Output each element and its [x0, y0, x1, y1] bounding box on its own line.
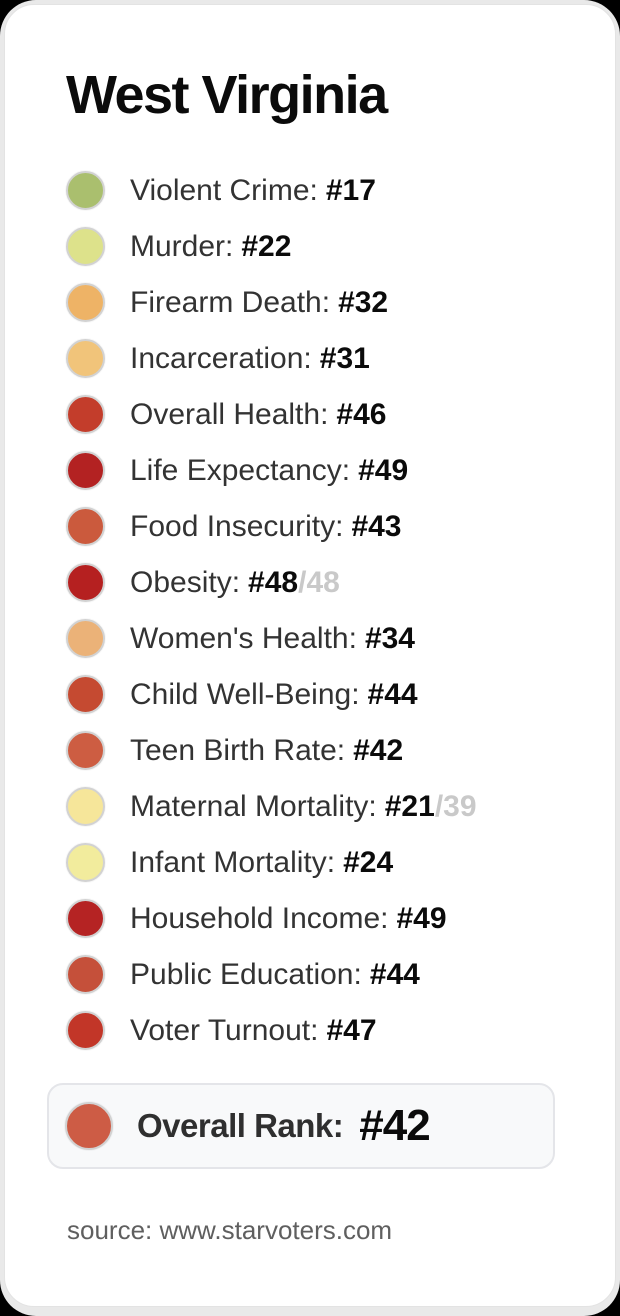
rank-color-dot: [66, 451, 105, 491]
overall-rank-box: Overall Rank: #42: [47, 1082, 555, 1169]
metric-rank: #22: [241, 229, 292, 263]
metric-text: Overall Health: #46: [130, 398, 386, 432]
metric-row: Maternal Mortality: #21/39: [66, 779, 615, 835]
metric-rank: #42: [353, 733, 404, 767]
rank-color-dot: [66, 339, 105, 379]
metric-row: Murder: #22: [66, 219, 615, 275]
metric-label: Murder:: [130, 229, 234, 263]
metric-row: Incarceration: #31: [66, 331, 615, 387]
metric-text: Public Education: #44: [130, 958, 420, 992]
metric-label: Overall Health:: [130, 397, 329, 431]
metric-text: Voter Turnout: #47: [130, 1014, 377, 1048]
metric-row: Violent Crime: #17: [66, 163, 615, 219]
metric-rank: #48: [248, 565, 299, 599]
rank-color-dot: [66, 507, 105, 547]
metric-label: Public Education:: [130, 957, 362, 991]
rank-color-dot: [66, 563, 105, 603]
metric-text: Teen Birth Rate: #42: [130, 734, 403, 768]
metric-text: Maternal Mortality: #21/39: [130, 790, 477, 824]
metric-text: Household Income: #49: [130, 902, 447, 936]
metric-row: Child Well-Being: #44: [66, 667, 615, 723]
metric-row: Food Insecurity: #43: [66, 499, 615, 555]
metric-rank: #21: [384, 789, 435, 823]
metric-label: Firearm Death:: [130, 285, 331, 319]
metric-row: Firearm Death: #32: [66, 275, 615, 331]
source-text: source: www.starvoters.com: [67, 1214, 393, 1245]
metric-label: Household Income:: [130, 901, 389, 935]
metric-label: Life Expectancy:: [130, 453, 351, 487]
metric-rank: #49: [358, 453, 409, 487]
metric-rank: #43: [351, 509, 402, 543]
metric-text: Women's Health: #34: [130, 622, 415, 656]
rank-color-dot: [66, 899, 105, 939]
metric-row: Voter Turnout: #47: [66, 1003, 615, 1059]
overall-rank-value: #42: [359, 1100, 430, 1150]
overall-rank-label: Overall Rank:: [137, 1106, 344, 1144]
metric-row: Women's Health: #34: [66, 611, 615, 667]
metric-rank-suffix: /48: [298, 565, 340, 599]
metric-text: Firearm Death: #32: [130, 286, 388, 320]
rank-color-dot: [66, 619, 105, 659]
metric-rank: #49: [396, 901, 447, 935]
metric-label: Infant Mortality:: [130, 845, 336, 879]
metric-text: Murder: #22: [130, 230, 291, 264]
rank-color-dot: [66, 675, 105, 715]
metric-text: Life Expectancy: #49: [130, 454, 408, 488]
metric-rank: #44: [367, 677, 418, 711]
page-title: West Virginia: [66, 65, 388, 125]
metric-text: Obesity: #48/48: [130, 566, 340, 600]
rank-color-dot: [66, 395, 105, 435]
rank-color-dot: [66, 283, 105, 323]
metric-rank: #44: [369, 957, 420, 991]
metric-label: Voter Turnout:: [130, 1013, 319, 1047]
metric-rank: #24: [343, 845, 394, 879]
rank-color-dot: [66, 171, 105, 211]
metric-label: Food Insecurity:: [130, 509, 344, 543]
metric-label: Maternal Mortality:: [130, 789, 377, 823]
rank-color-dot: [66, 955, 105, 995]
metric-row: Overall Health: #46: [66, 387, 615, 443]
metric-row: Infant Mortality: #24: [66, 835, 615, 891]
metric-row: Public Education: #44: [66, 947, 615, 1003]
metric-rank: #32: [338, 285, 389, 319]
metric-rank: #34: [364, 621, 415, 655]
metric-rank: #31: [319, 341, 370, 375]
metric-rank-suffix: /39: [434, 789, 477, 823]
metric-label: Violent Crime:: [130, 173, 318, 207]
metric-row: Life Expectancy: #49: [66, 443, 615, 499]
metric-text: Infant Mortality: #24: [130, 846, 393, 880]
metric-label: Incarceration:: [130, 341, 312, 375]
metric-text: Incarceration: #31: [130, 342, 370, 376]
metric-list: Violent Crime: #17 Murder: #22 Firearm Dea…: [66, 163, 615, 1059]
rank-color-dot: [66, 1011, 105, 1051]
metric-row: Household Income: #49: [66, 891, 615, 947]
overall-rank-dot: [65, 1101, 113, 1150]
metric-text: Violent Crime: #17: [130, 174, 376, 208]
metric-label: Women's Health:: [130, 621, 357, 655]
rank-color-dot: [66, 787, 105, 827]
rank-color-dot: [66, 843, 105, 883]
state-stats-card: West Virginia Violent Crime: #17 Murder: #…: [4, 4, 616, 1307]
metric-text: Child Well-Being: #44: [130, 678, 418, 712]
metric-label: Obesity:: [130, 565, 241, 599]
metric-text: Food Insecurity: #43: [130, 510, 402, 544]
metric-row: Teen Birth Rate: #42: [66, 723, 615, 779]
metric-label: Teen Birth Rate:: [130, 733, 346, 767]
metric-rank: #17: [325, 173, 376, 207]
rank-color-dot: [66, 227, 105, 267]
metric-row: Obesity: #48/48: [66, 555, 615, 611]
metric-rank: #46: [336, 397, 387, 431]
rank-color-dot: [66, 731, 105, 771]
metric-rank: #47: [326, 1013, 377, 1047]
metric-label: Child Well-Being:: [130, 677, 360, 711]
